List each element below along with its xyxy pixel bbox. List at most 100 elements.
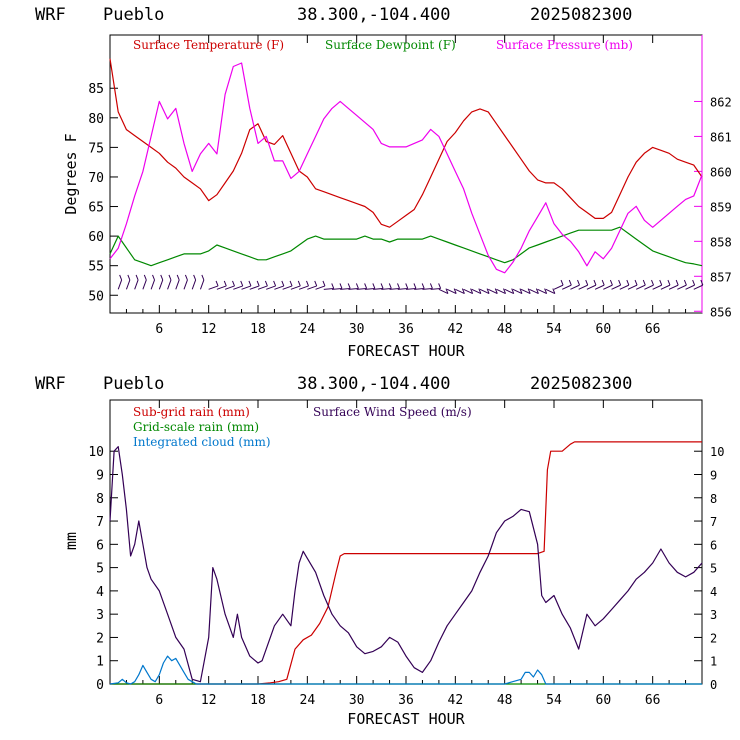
- wind-barb-flag: [306, 280, 309, 287]
- wind-barb-flag: [388, 283, 392, 289]
- bottom-header: WRF Pueblo 38.300,-104.400 2025082300: [35, 374, 632, 394]
- wind-barb-flag: [223, 280, 227, 287]
- wind-barb-flag: [347, 283, 351, 289]
- wind-barb-flag: [397, 283, 400, 289]
- wind-barb: [455, 288, 465, 295]
- wind-barb: [496, 288, 506, 295]
- legend-gridscale-rain: Grid-scale rain (mm): [133, 420, 259, 434]
- wind-barb-flag: [248, 280, 252, 287]
- wind-barb-flag: [626, 279, 630, 286]
- legend-integrated-cloud: Integrated cloud (mm): [133, 435, 271, 449]
- wind-barb: [488, 288, 498, 295]
- wind-barb: [356, 287, 367, 290]
- wind-barb-flag: [577, 279, 580, 286]
- wind-barb: [405, 287, 417, 290]
- x-tick-label: 12: [201, 322, 217, 337]
- wind-barb: [562, 284, 572, 290]
- wind-barb: [199, 279, 205, 290]
- x-tick-label: 30: [349, 322, 365, 337]
- y-tick-label: 5: [96, 562, 104, 577]
- wind-barb: [183, 279, 188, 290]
- wind-barb-flag: [560, 279, 564, 286]
- y2-tick-label: 862: [710, 95, 732, 109]
- wind-barb-flag: [232, 280, 235, 287]
- wind-barb: [627, 284, 638, 290]
- wind-barb: [167, 279, 172, 290]
- bottom-legend: Sub-grid rain (mm) Grid-scale rain (mm) …: [133, 405, 472, 449]
- wind-barb: [373, 287, 384, 290]
- wind-barb: [430, 287, 441, 290]
- wind-barb: [422, 287, 433, 290]
- y2-tick-label: 858: [710, 235, 732, 249]
- wind-barb: [545, 288, 556, 295]
- wind-barb: [298, 285, 309, 290]
- y-tick-label: 80: [88, 112, 104, 127]
- x-tick-label: 30: [349, 693, 365, 708]
- wind-barb-flag: [535, 288, 539, 294]
- wind-barb: [397, 287, 408, 290]
- wind-barb: [389, 287, 400, 290]
- wind-barb: [668, 284, 679, 290]
- series-line-sub-grid-rain-mm: [110, 441, 702, 685]
- wind-barb-flag: [438, 283, 442, 289]
- wind-barb-flag: [700, 279, 704, 286]
- bottom-station-label: Pueblo: [103, 374, 164, 394]
- wind-barb-flag: [568, 279, 572, 286]
- y2-tick-label: 8: [710, 492, 717, 506]
- wind-barb: [315, 285, 326, 290]
- y-tick-label: 6: [96, 538, 104, 553]
- wind-barb: [323, 287, 334, 290]
- wind-barb: [290, 285, 301, 290]
- y-tick-label: 70: [88, 171, 104, 186]
- top-plot-frame: [109, 34, 703, 314]
- wind-barb: [340, 287, 351, 290]
- y-tick-label: 55: [88, 260, 104, 275]
- wind-barb: [611, 284, 621, 290]
- top-header: WRF Pueblo 38.300,-104.400 2025082300: [35, 5, 632, 25]
- wind-barb-flag: [240, 280, 244, 287]
- top-y-axis-label: Degrees F: [62, 133, 80, 214]
- wind-barb: [504, 288, 514, 295]
- wind-barb: [471, 288, 482, 295]
- wind-barb: [274, 285, 285, 290]
- wind-barb-flag: [511, 288, 515, 294]
- y2-tick-label: 856: [710, 305, 732, 319]
- wind-barb-flag: [355, 283, 359, 289]
- x-tick-label: 54: [546, 693, 562, 708]
- x-tick-label: 12: [201, 693, 217, 708]
- wind-barb: [307, 285, 317, 290]
- wind-barb-flag: [380, 283, 384, 289]
- wind-barb-flag: [470, 288, 474, 294]
- top-init-label: 2025082300: [530, 5, 632, 25]
- y-tick-label: 85: [88, 82, 104, 97]
- series-line-surface-dewpoint-f: [109, 226, 703, 267]
- series-line-surface-wind-speed-m-s: [109, 446, 703, 683]
- wind-barb-flag: [478, 288, 482, 294]
- wind-barb: [125, 279, 131, 290]
- series-line-surface-temperature-f: [109, 58, 703, 228]
- x-tick-label: 48: [497, 322, 513, 337]
- series-line-integrated-cloud-mm: [109, 655, 702, 685]
- wind-barb: [677, 284, 687, 290]
- y-tick-label: 9: [96, 468, 104, 483]
- wind-barb: [619, 284, 630, 290]
- wind-barb-flag: [314, 280, 318, 287]
- y2-tick-label: 6: [710, 538, 717, 552]
- wind-barb-flag: [297, 280, 301, 287]
- wind-barb-flag: [127, 274, 131, 281]
- wind-barb: [249, 285, 260, 290]
- bottom-x-axis-label: FORECAST HOUR: [347, 710, 465, 728]
- top-model-label: WRF: [35, 5, 66, 25]
- wind-barb-flag: [421, 283, 425, 289]
- wind-barb: [158, 279, 164, 290]
- wind-barb-flag: [152, 274, 155, 281]
- series-line-surface-pressure-mb: [109, 62, 703, 274]
- wind-barb: [208, 285, 219, 290]
- wind-barb-flag: [544, 288, 548, 294]
- wind-barb-flag: [215, 280, 219, 287]
- x-tick-label: 48: [497, 693, 513, 708]
- wind-barb-flag: [143, 274, 147, 281]
- x-tick-label: 60: [596, 693, 612, 708]
- wind-barb-flag: [168, 274, 172, 281]
